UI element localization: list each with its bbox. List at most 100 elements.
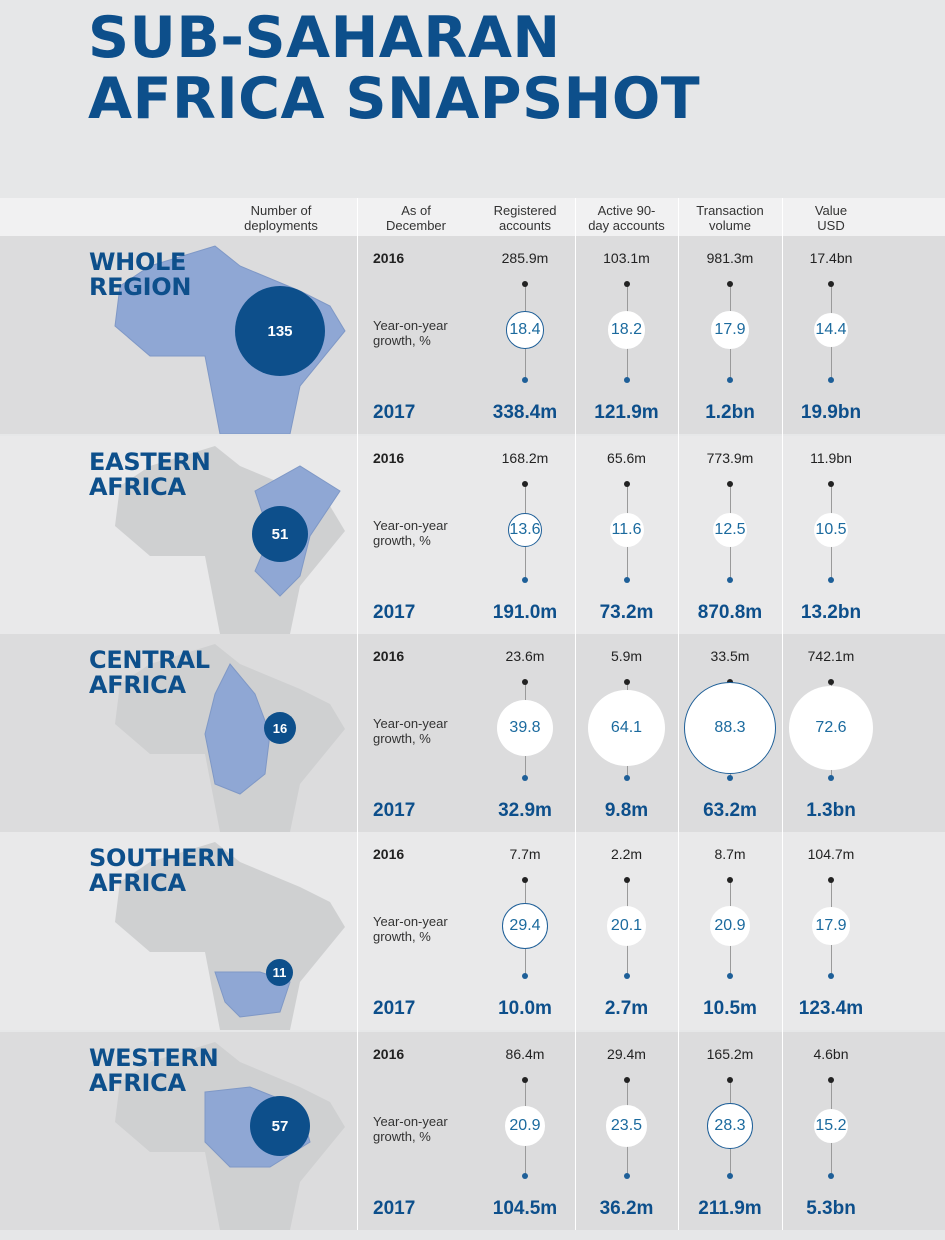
dot-2017 bbox=[828, 577, 834, 583]
dot-2017 bbox=[623, 1173, 630, 1179]
region-highlight bbox=[204, 663, 271, 795]
dot-2017 bbox=[522, 775, 528, 781]
growth-bubble: 13.6 bbox=[508, 513, 542, 547]
metric-column-active: 2.2m 20.1 2.7m bbox=[575, 832, 678, 1030]
value-2016: 285.9m bbox=[501, 250, 549, 266]
value-2016: 165.2m bbox=[706, 1046, 754, 1062]
dot-2016 bbox=[727, 1077, 733, 1083]
value-2016: 86.4m bbox=[505, 1046, 545, 1062]
region-row: CENTRAL AFRICA 16 2016 Year-on-year growth, … bbox=[0, 634, 945, 832]
metric-column-value: 17.4bn 14.4 19.9bn bbox=[782, 236, 880, 434]
metric-column-transaction: 165.2m 28.3 211.9m bbox=[678, 1032, 782, 1230]
metric-column-registered: 168.2m 13.6 191.0m bbox=[475, 436, 575, 634]
year-2017-label: 2017 bbox=[373, 402, 416, 423]
dot-2017 bbox=[727, 775, 733, 781]
dot-2016 bbox=[522, 1077, 528, 1083]
value-2017: 10.5m bbox=[703, 998, 757, 1019]
value-2016: 2.2m bbox=[610, 846, 643, 862]
value-2017: 13.2bn bbox=[800, 602, 862, 623]
dot-2017 bbox=[623, 377, 630, 383]
value-2017: 1.3bn bbox=[806, 800, 856, 821]
dot-2017 bbox=[828, 1173, 834, 1179]
dot-2016 bbox=[623, 1077, 630, 1083]
region-name-line: WESTERN bbox=[89, 1044, 219, 1072]
region-row: SOUTHERN AFRICA 11 2016 Year-on-year growth,… bbox=[0, 832, 945, 1030]
dot-2017 bbox=[522, 973, 528, 979]
year-2017-label: 2017 bbox=[373, 1198, 416, 1219]
year-2017-label: 2017 bbox=[373, 800, 416, 821]
year-2016-label: 2016 bbox=[373, 250, 405, 266]
yoy-growth-label: Year-on-year growth, % bbox=[373, 1114, 448, 1144]
region-name-line: AFRICA bbox=[89, 473, 186, 501]
dot-2017 bbox=[623, 775, 630, 781]
bottom-strip bbox=[0, 1230, 945, 1240]
region-name-line: EASTERN bbox=[89, 448, 211, 476]
value-2017: 19.9bn bbox=[800, 402, 862, 423]
growth-bubble: 18.2 bbox=[607, 311, 646, 349]
metric-column-value: 742.1m 72.6 1.3bn bbox=[782, 634, 880, 832]
dot-2016 bbox=[623, 481, 630, 487]
growth-bubble: 64.1 bbox=[588, 689, 665, 767]
region-name-line: AFRICA bbox=[89, 869, 186, 897]
dot-2017 bbox=[828, 973, 834, 979]
header-transaction: Transaction volume bbox=[696, 203, 764, 233]
value-2017: 1.2bn bbox=[705, 402, 755, 423]
value-2016: 5.9m bbox=[610, 648, 643, 664]
column-divider bbox=[782, 198, 783, 1230]
metric-column-registered: 86.4m 20.9 104.5m bbox=[475, 1032, 575, 1230]
growth-bubble: 10.5 bbox=[814, 513, 848, 547]
growth-bubble: 18.4 bbox=[506, 311, 544, 349]
dot-2017 bbox=[522, 577, 528, 583]
year-2017-label: 2017 bbox=[373, 998, 416, 1019]
growth-bubble: 28.3 bbox=[706, 1102, 754, 1150]
value-2017: 121.9m bbox=[594, 402, 659, 423]
dot-2016 bbox=[727, 481, 733, 487]
deployments-badge: 16 bbox=[264, 712, 296, 744]
dot-2017 bbox=[727, 1173, 733, 1179]
year-2017-label: 2017 bbox=[373, 602, 416, 623]
column-divider bbox=[575, 198, 576, 1230]
year-2016-label: 2016 bbox=[373, 1046, 405, 1062]
value-2016: 104.7m bbox=[807, 846, 855, 862]
region-name-line: AFRICA bbox=[89, 1069, 186, 1097]
title-line-1: SUB-SAHARAN bbox=[88, 5, 561, 71]
value-2016: 17.4bn bbox=[809, 250, 853, 266]
growth-bubble: 17.9 bbox=[711, 311, 749, 349]
growth-bubble: 20.1 bbox=[606, 906, 647, 946]
region-name-line: SOUTHERN bbox=[89, 844, 236, 872]
region-name-line: CENTRAL bbox=[89, 646, 210, 674]
metric-column-value: 104.7m 17.9 123.4m bbox=[782, 832, 880, 1030]
value-2017: 338.4m bbox=[492, 402, 558, 423]
column-divider bbox=[678, 198, 679, 1230]
value-2016: 65.6m bbox=[607, 450, 646, 466]
region-map bbox=[115, 644, 345, 832]
dot-2016 bbox=[623, 281, 630, 287]
region-name-line: AFRICA bbox=[89, 671, 186, 699]
metric-column-active: 103.1m 18.2 121.9m bbox=[575, 236, 678, 434]
header-registered: Registered accounts bbox=[493, 203, 557, 233]
value-2016: 981.3m bbox=[706, 250, 754, 266]
dot-2016 bbox=[522, 679, 528, 685]
growth-bubble: 39.8 bbox=[497, 700, 553, 756]
header-active: Active 90- day accounts bbox=[588, 203, 665, 233]
value-2016: 29.4m bbox=[607, 1046, 646, 1062]
growth-bubble: 72.6 bbox=[789, 686, 873, 770]
growth-bubble: 15.2 bbox=[813, 1108, 849, 1144]
value-2017: 870.8m bbox=[697, 602, 763, 623]
metric-column-transaction: 773.9m 12.5 870.8m bbox=[678, 436, 782, 634]
deployments-badge: 11 bbox=[266, 959, 293, 986]
value-2017: 9.8m bbox=[604, 800, 649, 821]
region-name: CENTRAL AFRICA bbox=[89, 648, 210, 698]
growth-bubble: 11.6 bbox=[609, 513, 644, 547]
header-value: Value USD bbox=[814, 203, 848, 233]
page-title: SUB-SAHARAN AFRICA SNAPSHOT bbox=[88, 8, 700, 130]
region-name: WHOLE REGION bbox=[89, 250, 192, 300]
metric-column-registered: 285.9m 18.4 338.4m bbox=[475, 236, 575, 434]
dot-2016 bbox=[828, 1077, 834, 1083]
value-2017: 10.0m bbox=[498, 998, 552, 1019]
growth-bubble: 88.3 bbox=[684, 682, 776, 774]
metric-column-registered: 7.7m 29.4 10.0m bbox=[475, 832, 575, 1030]
growth-bubble: 20.9 bbox=[505, 1106, 545, 1146]
deployments-badge: 57 bbox=[250, 1096, 310, 1156]
value-2016: 11.9bn bbox=[810, 450, 852, 466]
